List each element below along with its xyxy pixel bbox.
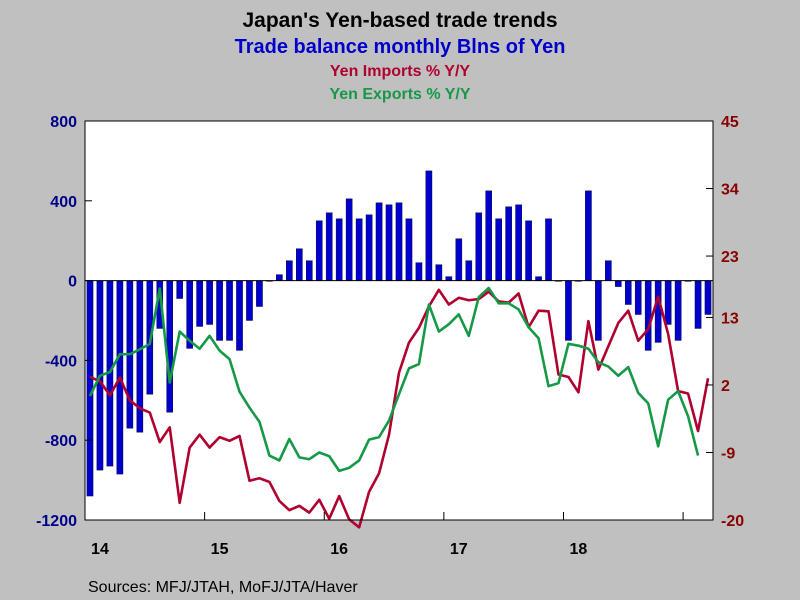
- exports-title: Yen Exports % Y/Y: [329, 86, 470, 103]
- source-note: Sources: MFJ/JTAH, MoFJ/JTA/Haver: [88, 579, 358, 596]
- x-tick-label: 17: [450, 541, 468, 558]
- right-tick-label: 34: [721, 182, 739, 199]
- exports-line: [88, 286, 700, 473]
- trade-balance-bar: [615, 280, 622, 287]
- trade-balance-bar: [315, 220, 323, 281]
- trade-balance-bar: [86, 280, 94, 497]
- trade-balance-bar: [246, 280, 253, 321]
- trade-balance-bar: [654, 280, 662, 343]
- trade-balance-bar: [624, 280, 632, 305]
- trade-balance-bar: [445, 276, 453, 281]
- trade-balance-bar: [475, 212, 483, 281]
- trade-balance-bar: [236, 280, 243, 351]
- axes-layer: 800 400 0 -400 -800 -1200 45 34 23 13 2 -9 -20 14 15 16…: [36, 114, 744, 558]
- imports-line: [89, 288, 710, 529]
- left-tick-label: -1200: [36, 513, 77, 530]
- trade-balance-bar: [385, 204, 393, 281]
- trade-balance-bar: [505, 206, 512, 281]
- trade-balance-bar: [485, 190, 492, 281]
- trade-balance-bar: [196, 280, 203, 327]
- lines-layer: [88, 286, 710, 529]
- imports-title: Yen Imports % Y/Y: [330, 63, 471, 80]
- trade-balance-bar: [176, 280, 183, 299]
- trade-balance-bar: [585, 190, 592, 281]
- trade-balance-bar: [495, 218, 502, 281]
- left-tick-label: 800: [50, 114, 77, 131]
- trade-balance-bar: [425, 170, 433, 281]
- x-tick-label: 14: [91, 541, 109, 558]
- trade-balance-bar: [296, 248, 303, 281]
- trade-balance-bar: [375, 202, 383, 281]
- left-tick-label: 0: [68, 274, 77, 291]
- trade-balance-bar: [435, 264, 443, 281]
- trade-balance-bar: [395, 202, 403, 281]
- trade-balance-bar: [216, 280, 223, 341]
- x-tick-label: 16: [330, 541, 348, 558]
- trade-balance-bar: [206, 280, 213, 325]
- trade-balance-bar: [674, 280, 682, 341]
- left-tick-label: 400: [50, 194, 77, 211]
- trade-balance-bar: [455, 238, 463, 281]
- trade-balance-bar: [465, 260, 473, 281]
- trade-balance-bar: [644, 280, 652, 351]
- trade-balance-bar: [166, 280, 174, 413]
- right-tick-label: -9: [721, 445, 735, 462]
- plot-frame: [84, 120, 714, 521]
- trade-balance-bar: [605, 260, 612, 281]
- trade-balance-bar: [535, 276, 542, 281]
- trade-balance-bar: [355, 218, 363, 281]
- right-tick-label: -20: [721, 513, 744, 530]
- trade-balance-bar: [365, 214, 373, 281]
- trade-balance-bar: [306, 260, 313, 281]
- right-tick-label: 2: [721, 378, 730, 395]
- left-tick-label: -800: [45, 433, 77, 450]
- trade-balance-bar: [345, 198, 353, 281]
- right-tick-label: 23: [721, 249, 739, 266]
- trade-balance-bar: [634, 280, 642, 315]
- x-tick-label: 18: [570, 541, 588, 558]
- trade-balance-bar: [525, 220, 532, 281]
- trade-balance-bar: [286, 260, 293, 281]
- trade-balance-bar: [335, 218, 343, 281]
- trade-balance-bar: [694, 280, 702, 329]
- trade-balance-bar: [415, 262, 423, 281]
- x-tick-label: 15: [211, 541, 229, 558]
- trade-balance-bar: [256, 280, 263, 307]
- chart-title: Japan's Yen-based trade trends: [242, 9, 557, 32]
- trade-balance-bar: [704, 280, 712, 315]
- trade-balance-bar: [276, 274, 283, 281]
- trade-balance-title: Trade balance monthly Blns of Yen: [235, 36, 566, 58]
- trade-balance-bar: [565, 280, 572, 341]
- right-tick-label: 45: [721, 114, 739, 131]
- trade-balance-bar: [664, 280, 672, 325]
- trade-balance-bar: [595, 280, 602, 341]
- left-tick-label: -400: [45, 353, 77, 370]
- trade-balance-bar: [405, 218, 413, 281]
- trade-balance-bar: [226, 280, 233, 341]
- right-tick-label: 13: [721, 310, 739, 327]
- trade-balance-bar: [515, 204, 522, 281]
- trade-balance-bar: [325, 212, 333, 281]
- trade-balance-bar: [545, 218, 552, 281]
